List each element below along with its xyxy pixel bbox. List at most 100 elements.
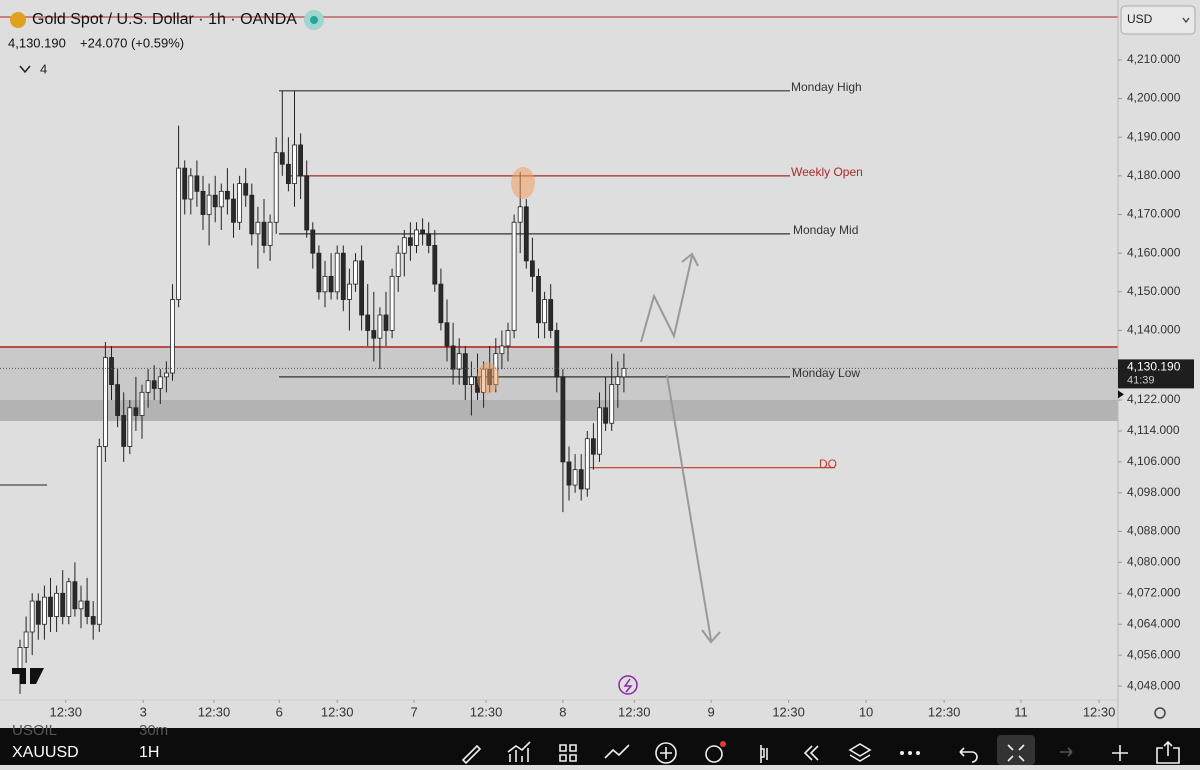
candle-body	[597, 407, 602, 455]
cursor-tool[interactable]	[1112, 745, 1128, 761]
x-tick-label: 12:30	[198, 704, 231, 719]
x-tick-label: 6	[276, 704, 283, 719]
candle-body	[42, 596, 47, 625]
share-tool[interactable]	[1156, 740, 1180, 764]
bars-tool[interactable]	[760, 745, 768, 763]
candle-body	[157, 376, 163, 389]
level-label: Weekly Open	[791, 165, 863, 179]
candle-body	[456, 353, 462, 370]
candle-body	[389, 275, 395, 331]
more-tool[interactable]	[900, 751, 920, 755]
y-tick-label: 4,160.000	[1127, 245, 1181, 259]
candle-body	[188, 175, 194, 200]
collapse-icon[interactable]	[19, 65, 31, 74]
y-tick-label: 4,088.000	[1127, 524, 1181, 538]
objects-tool[interactable]	[848, 743, 872, 762]
candle-body	[182, 167, 188, 200]
y-tick-label: 4,150.000	[1127, 284, 1181, 298]
add-tool[interactable]	[655, 742, 677, 764]
projection-down	[666, 374, 712, 641]
market-status-dot	[310, 16, 318, 24]
price-tag-pointer	[1118, 390, 1124, 399]
symbol-logo	[10, 12, 26, 28]
currency-button[interactable]	[1120, 5, 1196, 35]
candle-body	[304, 175, 310, 231]
layout-tool[interactable]	[559, 744, 577, 762]
candle-body	[23, 631, 29, 648]
indicator-count: 4	[40, 61, 47, 76]
y-tick-label: 4,190.000	[1127, 129, 1181, 143]
candle-body	[432, 245, 438, 285]
draw-tool[interactable]	[461, 744, 482, 765]
candle-body	[468, 376, 474, 385]
level-label: Monday Low	[792, 366, 860, 380]
y-tick-label: 4,122.000	[1127, 392, 1181, 406]
candle-body	[499, 345, 505, 355]
countdown: 41:39	[1127, 374, 1155, 386]
candle-body	[438, 283, 444, 324]
candle-body	[267, 221, 273, 246]
candle-body	[292, 144, 297, 185]
y-tick-label: 4,200.000	[1127, 91, 1181, 105]
chevron	[1182, 17, 1190, 24]
candle-body	[127, 407, 133, 447]
candle-body	[90, 616, 96, 625]
price-tag-label: 4,130.190	[1127, 360, 1181, 374]
candle-body	[536, 275, 541, 324]
candle-body	[365, 314, 371, 331]
replay-tool[interactable]	[803, 745, 819, 761]
candle-body	[212, 194, 218, 208]
candle-body	[395, 252, 401, 277]
arrow-head	[701, 629, 721, 644]
indicators-tool[interactable]	[507, 741, 531, 762]
candle-body	[371, 330, 377, 339]
candle-body	[530, 260, 535, 277]
candle-body	[200, 190, 206, 215]
candle-body	[96, 446, 102, 625]
candle-body	[273, 152, 279, 223]
x-tick-label: 8	[559, 704, 566, 719]
candle-body	[151, 380, 157, 389]
interval[interactable]: 1H	[139, 744, 159, 761]
y-tick-label: 4,064.000	[1127, 616, 1181, 630]
compare-tool[interactable]	[604, 744, 630, 759]
candle-body	[572, 469, 578, 486]
candle-body	[72, 581, 78, 610]
candle-body	[621, 367, 627, 378]
candle-body	[615, 376, 621, 385]
y-tick-label: 4,072.000	[1127, 585, 1181, 599]
lightning-icon[interactable]	[618, 675, 638, 695]
candle-body	[66, 581, 72, 617]
candle-body	[29, 600, 35, 633]
candle-body	[359, 260, 365, 316]
settings-icon[interactable]	[1154, 707, 1166, 719]
candle-body	[170, 299, 175, 374]
prev-symbol: USOIL	[12, 722, 57, 739]
arrow-head	[681, 252, 699, 267]
level-label: Monday High	[791, 80, 862, 94]
candle-body	[285, 163, 291, 185]
highlight	[477, 362, 499, 394]
x-tick-label: 12:30	[321, 704, 354, 719]
candle-body	[401, 237, 407, 254]
y-tick-label: 4,180.000	[1127, 168, 1181, 182]
symbol[interactable]: XAUUSD	[12, 744, 79, 761]
x-tick-label: 10	[859, 704, 873, 719]
candle-body	[353, 260, 358, 285]
candle-body	[255, 221, 261, 235]
x-tick-label: 12:30	[772, 704, 805, 719]
candle-body	[206, 194, 212, 215]
undo-tool[interactable]	[959, 747, 978, 763]
candle-body	[249, 194, 255, 235]
y-tick-label: 4,048.000	[1127, 678, 1181, 692]
redo-tool[interactable]	[1060, 747, 1073, 757]
candle-body	[548, 299, 554, 331]
candle-body	[17, 647, 23, 672]
candle-body	[84, 600, 90, 617]
candle-body	[560, 376, 566, 463]
candle-body	[377, 314, 383, 339]
fullscreen-tool[interactable]	[997, 735, 1035, 765]
alert-tool[interactable]	[705, 745, 723, 763]
candle-body	[231, 198, 236, 223]
y-tick-label: 4,210.000	[1127, 52, 1181, 66]
